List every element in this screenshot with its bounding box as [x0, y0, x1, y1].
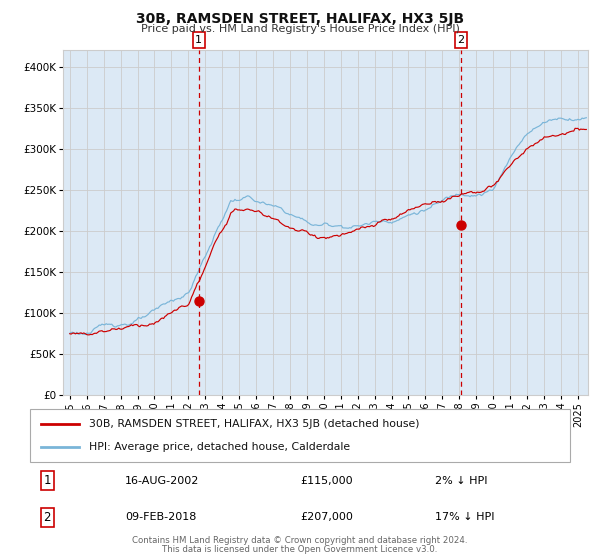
Text: Contains HM Land Registry data © Crown copyright and database right 2024.: Contains HM Land Registry data © Crown c… — [132, 536, 468, 545]
Text: £115,000: £115,000 — [300, 476, 353, 486]
Text: 30B, RAMSDEN STREET, HALIFAX, HX3 5JB: 30B, RAMSDEN STREET, HALIFAX, HX3 5JB — [136, 12, 464, 26]
Text: 1: 1 — [44, 474, 51, 487]
Text: 2: 2 — [44, 511, 51, 524]
Text: 17% ↓ HPI: 17% ↓ HPI — [436, 512, 495, 522]
Text: HPI: Average price, detached house, Calderdale: HPI: Average price, detached house, Cald… — [89, 442, 350, 452]
Text: 16-AUG-2002: 16-AUG-2002 — [125, 476, 200, 486]
FancyBboxPatch shape — [30, 409, 570, 462]
Text: 30B, RAMSDEN STREET, HALIFAX, HX3 5JB (detached house): 30B, RAMSDEN STREET, HALIFAX, HX3 5JB (d… — [89, 419, 420, 429]
Text: 1: 1 — [196, 35, 202, 45]
Text: 2: 2 — [458, 35, 465, 45]
Text: This data is licensed under the Open Government Licence v3.0.: This data is licensed under the Open Gov… — [163, 545, 437, 554]
Text: 2% ↓ HPI: 2% ↓ HPI — [436, 476, 488, 486]
Text: Price paid vs. HM Land Registry's House Price Index (HPI): Price paid vs. HM Land Registry's House … — [140, 24, 460, 34]
Text: £207,000: £207,000 — [300, 512, 353, 522]
Text: 09-FEB-2018: 09-FEB-2018 — [125, 512, 197, 522]
